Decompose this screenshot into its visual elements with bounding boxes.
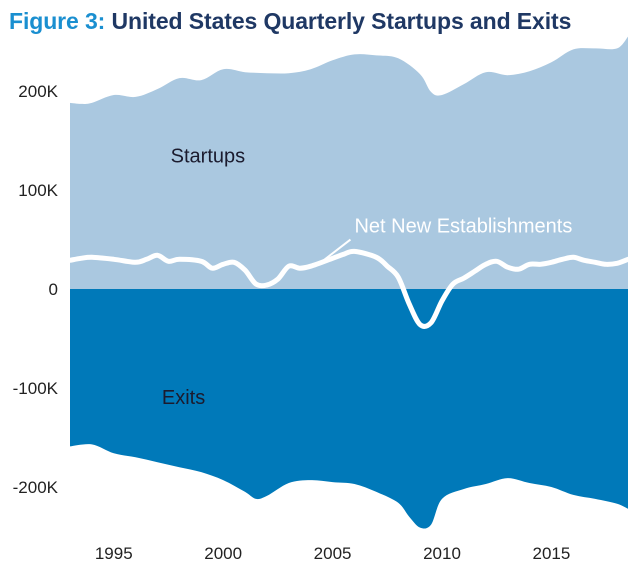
annotation-layer: Startups Exits Net New Establishments — [162, 145, 572, 409]
y-axis: 200K 100K 0 -100K -200K — [13, 82, 59, 497]
y-tick-label: 200K — [18, 82, 58, 101]
x-tick-label: 2010 — [423, 544, 461, 563]
line-layer — [67, 248, 631, 329]
x-axis: 1995 2000 2005 2010 2015 — [95, 544, 570, 563]
chart-title: Figure 3: United States Quarterly Startu… — [9, 8, 571, 35]
title-text: United States Quarterly Startups and Exi… — [111, 8, 572, 34]
figure-number: Figure 3: — [9, 8, 106, 34]
x-tick-label: 1995 — [95, 544, 133, 563]
y-tick-label: 0 — [49, 280, 58, 299]
area-layer — [70, 36, 628, 529]
y-tick-label: -100K — [13, 379, 59, 398]
x-tick-label: 2005 — [314, 544, 352, 563]
y-tick-label: 100K — [18, 181, 58, 200]
net-new-establishments-label: Net New Establishments — [354, 216, 572, 238]
startups-area — [70, 36, 628, 289]
exits-label: Exits — [162, 387, 205, 409]
exits-area — [70, 289, 628, 529]
y-tick-label: -200K — [13, 478, 59, 497]
net-label-pointer — [323, 238, 352, 262]
x-tick-label: 2000 — [204, 544, 242, 563]
startups-label: Startups — [171, 145, 245, 167]
x-tick-label: 2015 — [532, 544, 570, 563]
net-new-establishments-line — [67, 248, 631, 329]
